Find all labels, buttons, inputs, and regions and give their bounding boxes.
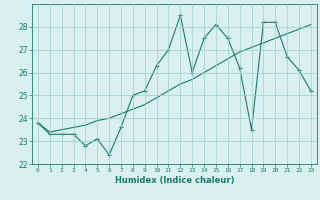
X-axis label: Humidex (Indice chaleur): Humidex (Indice chaleur) xyxy=(115,176,234,185)
